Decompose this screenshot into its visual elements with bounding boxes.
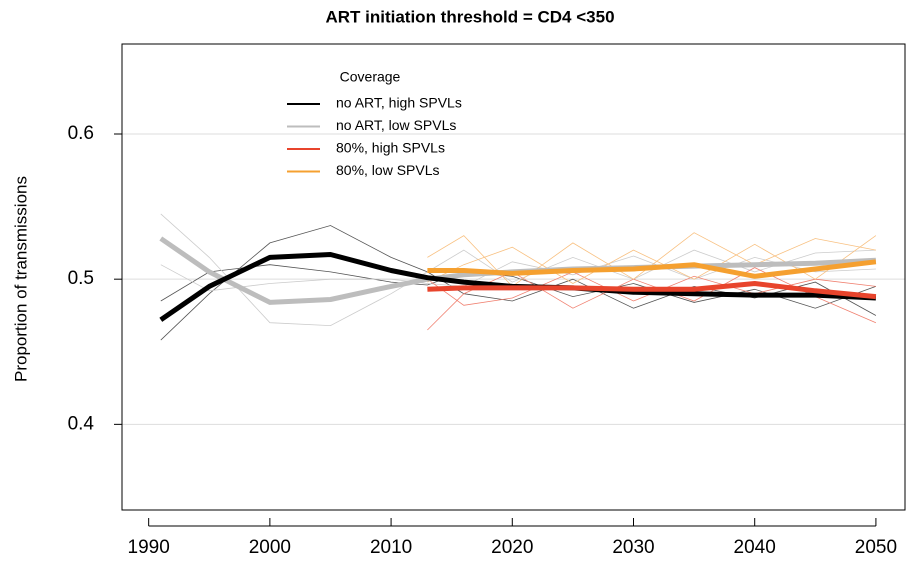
legend-label: no ART, low SPVLs xyxy=(336,117,456,133)
legend-title: Coverage xyxy=(340,69,401,85)
x-tick-label: 1990 xyxy=(128,537,170,558)
chart-title: ART initiation threshold = CD4 <350 xyxy=(325,7,614,26)
x-tick-label: 2000 xyxy=(249,537,291,558)
legend-label: 80%, high SPVLs xyxy=(336,140,445,156)
replicate-line xyxy=(427,235,877,284)
series-line xyxy=(427,259,877,279)
y-tick-label: 0.6 xyxy=(68,123,94,144)
plot-frame xyxy=(121,43,906,511)
x-tick-label: 2040 xyxy=(734,537,776,558)
series-line xyxy=(427,281,877,300)
x-tick-label: 2020 xyxy=(491,537,533,558)
replicate-line xyxy=(427,232,876,287)
x-tick-label: 2030 xyxy=(612,537,654,558)
replicate-line xyxy=(160,213,876,327)
x-tick-label: 2010 xyxy=(370,537,412,558)
y-axis-label: Proportion of transmissions xyxy=(11,176,30,382)
y-tick-label: 0.5 xyxy=(68,268,94,289)
replicate-line xyxy=(427,267,877,331)
series-line xyxy=(159,252,877,322)
replicate-line xyxy=(427,271,876,306)
legend-label: 80%, low SPVLs xyxy=(336,162,440,178)
legend-label: no ART, high SPVLs xyxy=(336,95,462,111)
y-tick-label: 0.4 xyxy=(68,413,95,434)
x-tick-label: 2050 xyxy=(855,537,897,558)
